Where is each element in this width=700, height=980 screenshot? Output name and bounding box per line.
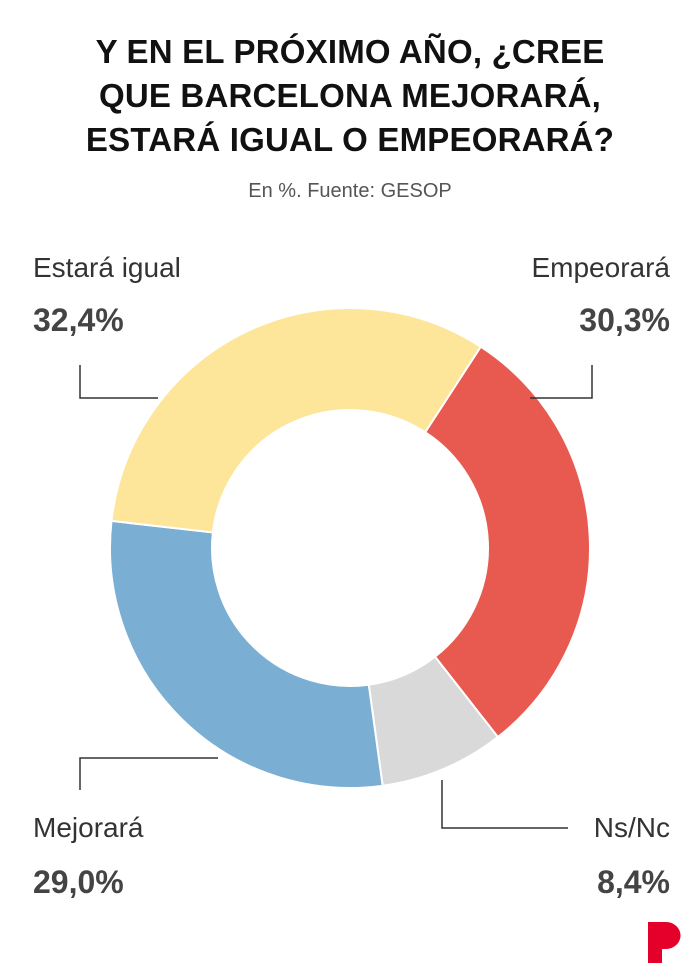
title-line: Y EN EL PRÓXIMO AÑO, ¿CREE bbox=[95, 33, 605, 70]
chart-title: Y EN EL PRÓXIMO AÑO, ¿CREE QUE BARCELONA… bbox=[0, 30, 700, 162]
value-nsnc: 8,4% bbox=[597, 864, 670, 900]
slice-estar-igual bbox=[110, 307, 483, 534]
slice-empeorar- bbox=[423, 345, 591, 739]
title-line: QUE BARCELONA MEJORARÁ, bbox=[98, 77, 602, 114]
value-estara-igual: 32,4% bbox=[33, 302, 124, 338]
leader-line-mejorara bbox=[79, 757, 218, 790]
leader-line-empeorara bbox=[530, 365, 593, 399]
title-line: ESTARÁ IGUAL O EMPEORARÁ? bbox=[85, 121, 615, 158]
logo-icon bbox=[648, 922, 681, 963]
chart-subtitle: En %. Fuente: GESOP bbox=[248, 180, 452, 202]
label-mejorara: Mejorará bbox=[33, 812, 144, 843]
value-empeorara: 30,3% bbox=[579, 302, 670, 338]
value-mejorara: 29,0% bbox=[33, 864, 124, 900]
label-nsnc: Ns/Nc bbox=[593, 812, 670, 843]
slice-mejorar- bbox=[109, 519, 384, 789]
leader-line-nsnc bbox=[441, 780, 568, 829]
label-empeorara: Empeorará bbox=[531, 252, 670, 283]
leader-line-estara-igual bbox=[79, 365, 158, 399]
label-estara-igual: Estará igual bbox=[33, 252, 181, 283]
